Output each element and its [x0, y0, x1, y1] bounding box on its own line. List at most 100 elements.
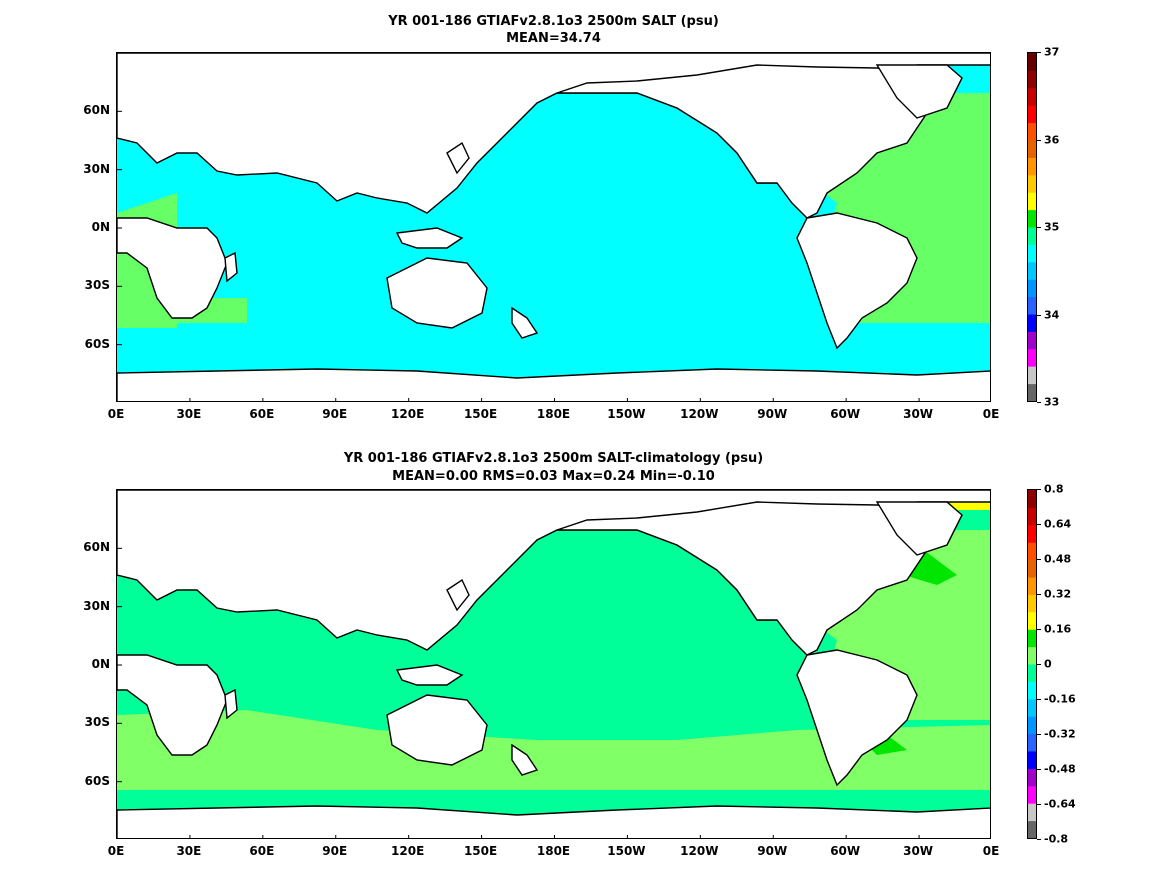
colorbar-tick-label: -0.8 — [1044, 832, 1069, 846]
colorbar-swatch — [1028, 629, 1036, 648]
colorbar-swatch — [1028, 507, 1036, 526]
colorbar-swatch — [1028, 122, 1036, 141]
x-tick-label: 60E — [249, 407, 275, 421]
land-masses — [117, 490, 990, 838]
axis-ticks — [117, 547, 920, 838]
x-tick-label: 90W — [757, 844, 788, 858]
y-tick-label: 60S — [84, 336, 110, 351]
x-tick-label: 180E — [536, 407, 571, 421]
chart-subtitle: MEAN=34.74 — [506, 31, 601, 46]
y-tick-label: 60N — [83, 103, 110, 118]
land-south-america — [796, 212, 918, 350]
x-tick-label: 0E — [982, 407, 1000, 421]
colorbar-swatch — [1028, 716, 1036, 735]
colorbar-tick-mark — [1037, 52, 1041, 53]
salt-map — [116, 52, 991, 402]
x-tick-label: 90E — [322, 407, 348, 421]
colorbar-tick-mark — [1037, 664, 1041, 665]
chart-subtitle: MEAN=0.00 RMS=0.03 Max=0.24 Min=-0.10 — [392, 469, 715, 484]
y-tick-label: 30S — [84, 278, 110, 293]
colorbar-tick-label: 33 — [1044, 395, 1060, 409]
colorbar-swatch — [1028, 348, 1036, 367]
colorbar-tick-label: -0.16 — [1044, 692, 1076, 706]
x-tick-label: 90W — [757, 407, 788, 421]
x-tick-label: 0E — [107, 407, 125, 421]
colorbar-swatch — [1028, 314, 1036, 332]
colorbar-tick-mark — [1037, 629, 1041, 630]
chart-title: YR 001-186 GTIAFv2.8.1o3 2500m SALT-clim… — [343, 451, 764, 466]
colorbar-swatch — [1028, 524, 1036, 543]
colorbar-tick-label: -0.48 — [1044, 762, 1076, 776]
colorbar-tick-mark — [1037, 594, 1041, 595]
colorbar-swatch — [1028, 87, 1036, 106]
colorbar-swatches — [1028, 490, 1036, 838]
land-japan — [446, 141, 470, 175]
colorbar-tick-mark — [1037, 489, 1041, 490]
land-north-america — [556, 501, 938, 656]
y-tick-label: 30N — [83, 161, 110, 176]
y-tick-label: 30S — [84, 715, 110, 730]
colorbar-swatch — [1028, 681, 1036, 700]
x-tick-label: 150E — [463, 844, 498, 858]
land-africa — [117, 654, 228, 756]
colorbar — [1027, 52, 1037, 402]
x-tick-label: 120E — [391, 407, 425, 421]
colorbar-tick-label: 36 — [1044, 133, 1060, 146]
colorbar-tick-mark — [1037, 699, 1041, 700]
colorbar-swatch — [1028, 209, 1036, 228]
land-australia — [386, 694, 488, 766]
colorbar-swatch — [1028, 70, 1036, 89]
land-masses — [117, 53, 990, 401]
colorbar-swatch — [1028, 261, 1036, 280]
land-madagascar — [224, 251, 238, 283]
x-tick-label: 30W — [903, 407, 934, 421]
y-tick-label: 0N — [91, 220, 110, 234]
x-tick-label: 60E — [249, 844, 275, 858]
anomaly-field-positive — [117, 530, 990, 790]
x-tick-label: 120E — [391, 844, 425, 858]
colorbar-tick-label: -0.64 — [1044, 797, 1076, 811]
land-new-zealand — [511, 743, 539, 776]
salt-map-svg — [117, 53, 990, 401]
colorbar-tick-label: 34 — [1044, 308, 1060, 321]
colorbar-swatch — [1028, 751, 1036, 769]
colorbar-tick-label: 0.32 — [1044, 587, 1072, 601]
colorbar-tick-mark — [1037, 769, 1041, 770]
colorbar-tick-label: 0.64 — [1044, 517, 1072, 531]
land-indonesia — [395, 664, 464, 686]
land-madagascar — [224, 688, 238, 720]
colorbar-tick-label: 0.48 — [1044, 552, 1072, 566]
colorbar-tick-mark — [1037, 227, 1041, 228]
colorbar-tick-mark — [1037, 524, 1041, 525]
x-tick-label: 30E — [176, 407, 202, 421]
land-greenland — [875, 501, 963, 556]
salt-panel: YR 001-186 GTIAFv2.8.1o3 2500m SALT (psu… — [0, 0, 1167, 437]
colorbar-swatch — [1028, 244, 1036, 263]
land-indonesia — [395, 227, 464, 249]
x-tick-label: 150W — [607, 844, 646, 858]
x-tick-label: 30E — [176, 844, 202, 858]
x-tick-label: 60W — [830, 407, 861, 421]
colorbar-swatch — [1028, 174, 1036, 193]
colorbar — [1027, 489, 1037, 839]
colorbar-swatch — [1028, 664, 1036, 682]
colorbar-swatches — [1028, 53, 1036, 401]
y-tick-label: 60N — [83, 540, 110, 555]
x-tick-label: 120W — [680, 407, 719, 421]
colorbar-swatch — [1028, 820, 1036, 838]
colorbar-tick-label: 0.8 — [1044, 482, 1064, 496]
colorbar-swatch — [1028, 331, 1036, 350]
colorbar-tick-mark — [1037, 839, 1041, 840]
salt-anomaly-panel: YR 001-186 GTIAFv2.8.1o3 2500m SALT-clim… — [0, 437, 1167, 875]
axis-ticks — [117, 110, 920, 401]
colorbar-tick-label: 0.16 — [1044, 622, 1072, 636]
colorbar-swatch — [1028, 577, 1036, 595]
land-north-america — [556, 64, 938, 219]
colorbar-swatch — [1028, 559, 1036, 578]
colorbar-tick-label: 35 — [1044, 220, 1060, 234]
colorbar-swatch — [1028, 594, 1036, 613]
land-new-zealand — [511, 306, 539, 339]
colorbar-swatch — [1028, 279, 1036, 298]
colorbar-swatch — [1028, 140, 1036, 158]
colorbar-swatch — [1028, 803, 1036, 822]
